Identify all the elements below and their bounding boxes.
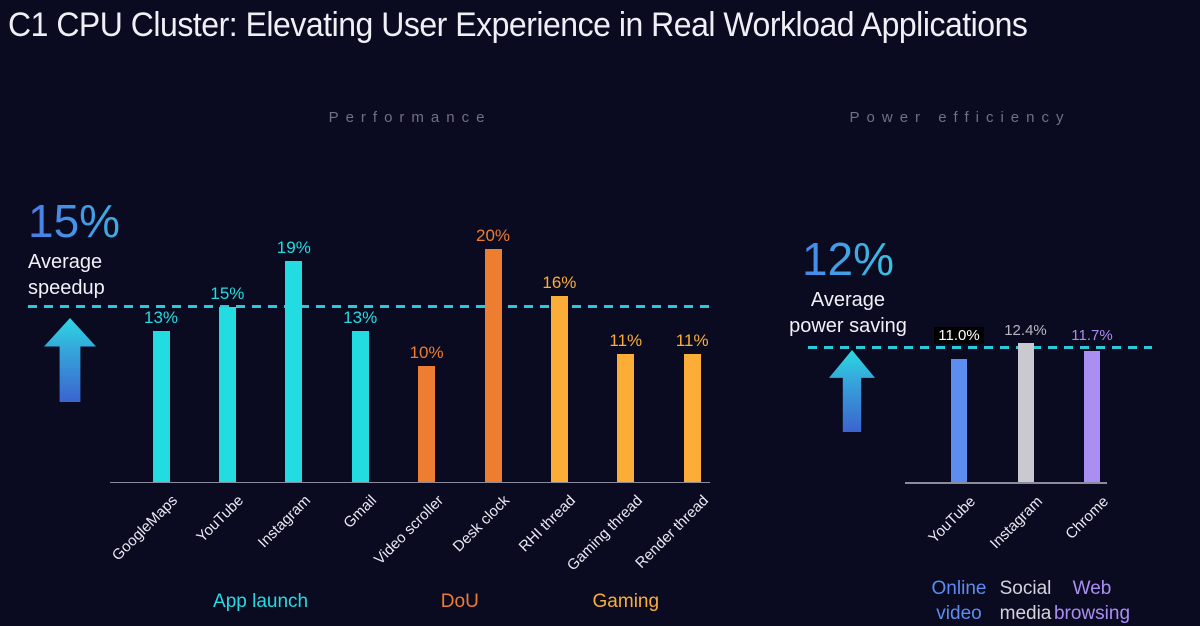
performance-bar-render-thread (683, 353, 701, 482)
performance-bar-youtube (218, 307, 236, 482)
power-efficiency-bar-value-instagram: 12.4% (1004, 322, 1047, 340)
performance-bar-value-rhi-thread: 16% (542, 272, 577, 292)
performance-group-label-app-launch: App launch (213, 591, 309, 612)
performance-bar-value-instagram: 19% (276, 237, 311, 257)
power-efficiency-bar-youtube (951, 358, 967, 482)
performance-bar-googlemaps (152, 330, 170, 482)
performance-bar-gmail (351, 330, 369, 482)
performance-reference-line (28, 305, 713, 309)
performance-bar-value-video-scroller: 10% (409, 342, 444, 362)
performance-bar-instagram (285, 260, 303, 482)
performance-bar-value-youtube: 15% (210, 284, 245, 304)
performance-bar-gaming-thread (617, 353, 635, 482)
performance-bar-value-googlemaps: 13% (143, 307, 179, 327)
power-efficiency-group-label-web-browsing: Web browsing (1053, 578, 1131, 624)
power-efficiency-reference-line (808, 345, 1152, 349)
power-efficiency-group-label-social-media: Social media (999, 578, 1052, 624)
performance-bar-value-render-thread: 11% (675, 330, 709, 350)
average-speedup-value: 15% (28, 197, 178, 245)
performance-bar-desk-clock (484, 249, 502, 482)
power-efficiency-bar-chrome (1084, 350, 1100, 482)
performance-group-label-gaming: Gaming (592, 591, 660, 612)
slide-title: C1 CPU Cluster: Elevating User Experienc… (8, 6, 1028, 44)
power-efficiency-x-axis (905, 482, 1107, 484)
performance-bar-video-scroller (418, 365, 436, 482)
up-arrow-icon (829, 350, 875, 432)
average-speedup-text: Average speedup (28, 251, 105, 299)
power-efficiency-bar-instagram (1017, 343, 1034, 482)
up-arrow-icon (44, 318, 96, 402)
performance-x-axis (110, 482, 710, 483)
average-speedup-callout: 15% Average speedup (28, 197, 178, 301)
average-power-saving-value: 12% (787, 235, 909, 283)
power-efficiency-group-label-online-video: Online video (931, 578, 987, 624)
performance-bar-value-gmail: 13% (343, 307, 378, 327)
power-efficiency-bar-value-youtube: 11.0% (919, 326, 999, 344)
average-power-saving-text: Average power saving (789, 289, 907, 337)
performance-section-title: Performance (328, 109, 492, 126)
average-power-saving-callout: 12% Average power saving (787, 235, 909, 339)
performance-group-label-dou: DoU (440, 591, 479, 612)
performance-bar-value-desk-clock: 20% (475, 226, 511, 245)
power-efficiency-section-title: Power efficiency (849, 109, 1071, 126)
performance-bar-value-gaming-thread: 11% (609, 330, 643, 350)
power-efficiency-bar-value-chrome: 11.7% (1071, 326, 1113, 344)
performance-bar-rhi-thread (550, 295, 568, 482)
